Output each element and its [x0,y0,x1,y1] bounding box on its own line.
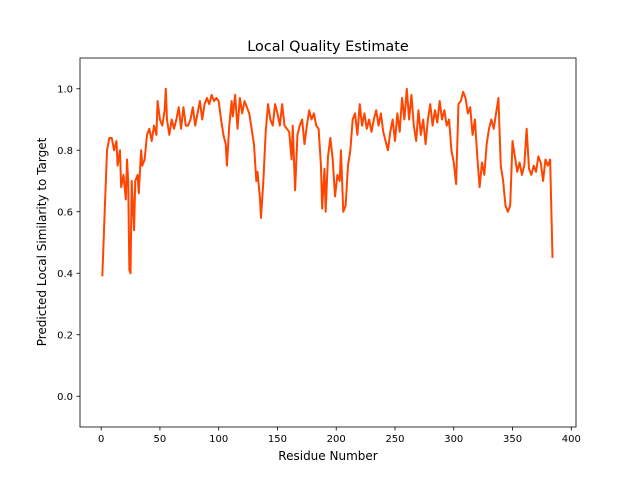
x-tick-label: 150 [268,434,287,445]
x-tick-label: 400 [562,434,581,445]
y-tick-label: 0.2 [57,330,73,341]
y-tick-label: 0.4 [57,269,73,280]
x-tick-label: 250 [385,434,404,445]
y-tick-label: 0.6 [57,207,73,218]
x-tick-label: 50 [154,434,167,445]
line-series [101,87,554,277]
y-tick-label: 0.8 [57,146,73,157]
x-axis-label: Residue Number [278,449,377,463]
y-tick-label: 0.0 [57,392,73,403]
x-tick-label: 100 [209,434,228,445]
x-tick-label: 0 [98,434,104,445]
x-tick-label: 200 [327,434,346,445]
y-axis-label: Predicted Local Similarity to Target [35,137,49,346]
x-tick-label: 350 [503,434,522,445]
plot-frame [79,57,577,428]
chart-title: Local Quality Estimate [247,39,409,55]
y-tick-label: 1.0 [57,84,73,95]
x-tick-label: 300 [444,434,463,445]
